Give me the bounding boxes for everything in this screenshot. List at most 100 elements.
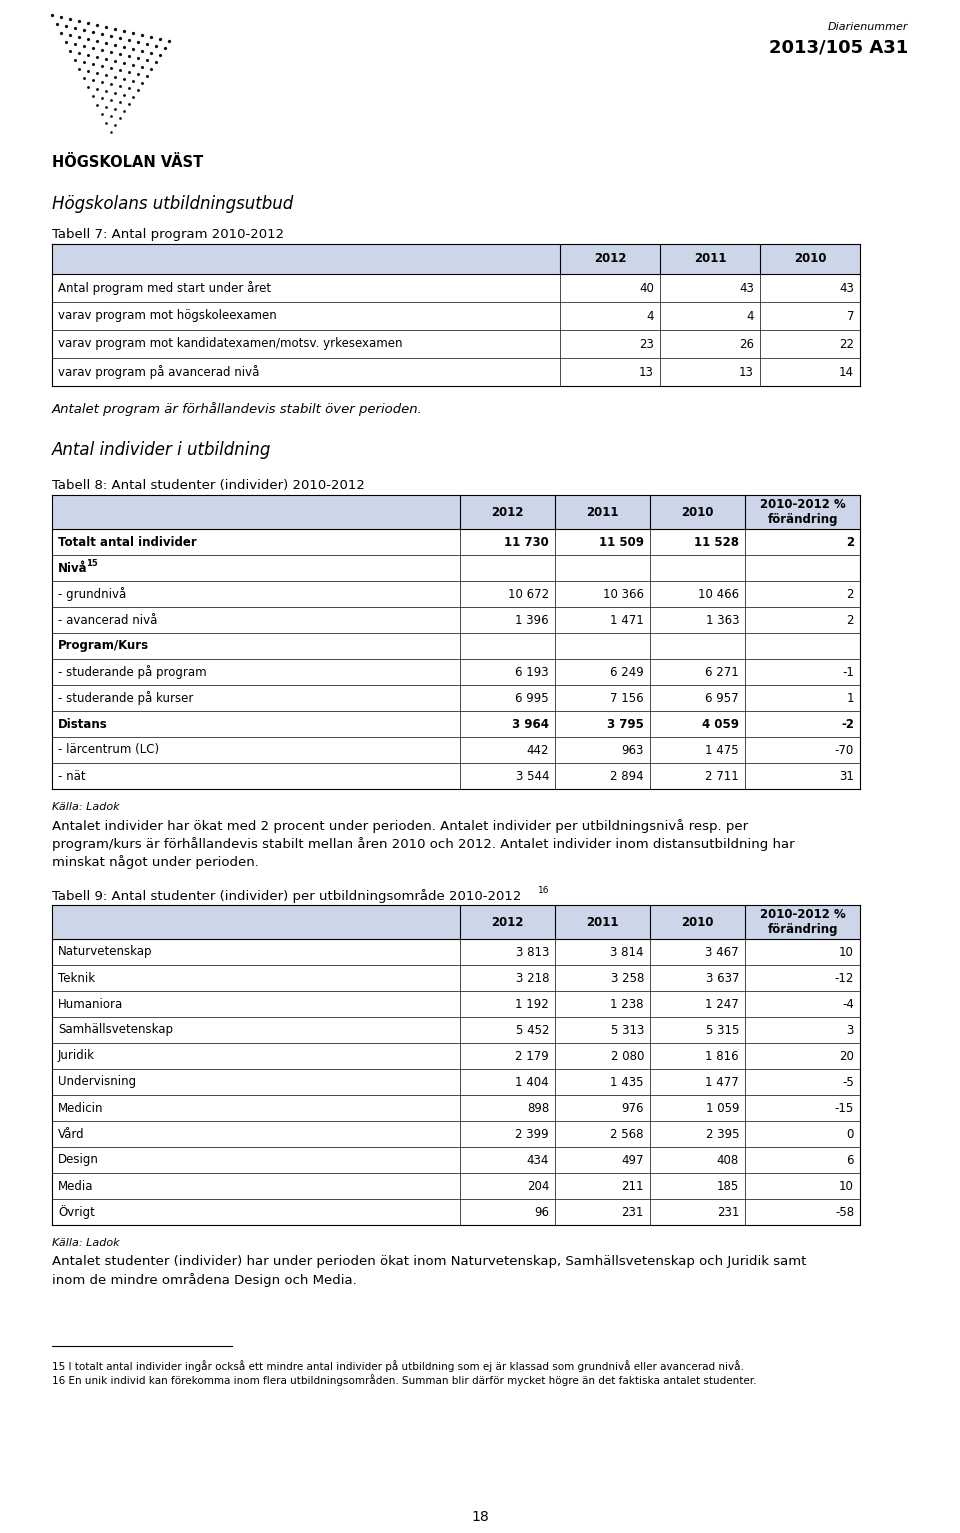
Text: 1 435: 1 435: [611, 1076, 644, 1088]
Text: Övrigt: Övrigt: [58, 1205, 95, 1219]
Text: 2010-2012 %
förändring: 2010-2012 % förändring: [759, 498, 846, 526]
Text: 16 En unik individ kan förekomma inom flera utbildningsområden. Summan blir därf: 16 En unik individ kan förekomma inom fl…: [52, 1374, 756, 1386]
Text: 1 477: 1 477: [706, 1076, 739, 1088]
Text: 1 471: 1 471: [611, 613, 644, 627]
Text: Juridik: Juridik: [58, 1050, 95, 1062]
Bar: [52, 359, 860, 386]
Text: 6 249: 6 249: [611, 665, 644, 679]
Text: 1 247: 1 247: [706, 998, 739, 1010]
Text: 1 059: 1 059: [706, 1102, 739, 1114]
Text: Tabell 7: Antal program 2010-2012: Tabell 7: Antal program 2010-2012: [52, 228, 284, 241]
Bar: [52, 990, 860, 1016]
Bar: [52, 659, 860, 685]
Bar: [52, 274, 860, 302]
Text: Tabell 8: Antal studenter (individer) 2010-2012: Tabell 8: Antal studenter (individer) 20…: [52, 478, 365, 492]
Text: 3 795: 3 795: [607, 717, 644, 731]
Text: Antal individer i utbildning: Antal individer i utbildning: [52, 442, 272, 458]
Text: 497: 497: [621, 1153, 644, 1167]
Text: 185: 185: [717, 1179, 739, 1193]
Text: Antalet individer har ökat med 2 procent under perioden. Antalet individer per u: Antalet individer har ökat med 2 procent…: [52, 819, 748, 832]
Text: 2012: 2012: [593, 253, 626, 265]
Text: varav program mot högskoleexamen: varav program mot högskoleexamen: [58, 310, 276, 322]
Text: - lärcentrum (LC): - lärcentrum (LC): [58, 744, 159, 756]
Text: 2 399: 2 399: [516, 1127, 549, 1141]
Text: varav program mot kandidatexamen/motsv. yrkesexamen: varav program mot kandidatexamen/motsv. …: [58, 337, 402, 351]
Text: 2 080: 2 080: [611, 1050, 644, 1062]
Text: - avancerad nivå: - avancerad nivå: [58, 613, 157, 627]
Text: 18: 18: [471, 1510, 489, 1524]
Text: varav program på avancerad nivå: varav program på avancerad nivå: [58, 365, 259, 379]
Text: 13: 13: [639, 365, 654, 379]
Text: Samhällsvetenskap: Samhällsvetenskap: [58, 1024, 173, 1036]
Text: 10: 10: [839, 946, 854, 958]
Bar: [52, 495, 860, 529]
Text: 3 218: 3 218: [516, 972, 549, 984]
Text: 2010-2012 %
förändring: 2010-2012 % förändring: [759, 908, 846, 937]
Text: 2010: 2010: [682, 506, 713, 518]
Text: 43: 43: [839, 282, 854, 294]
Bar: [52, 1069, 860, 1095]
Text: 2: 2: [847, 613, 854, 627]
Text: 15: 15: [86, 558, 98, 567]
Text: 22: 22: [839, 337, 854, 351]
Text: 2010: 2010: [794, 253, 827, 265]
Text: 6 271: 6 271: [706, 665, 739, 679]
Text: Totalt antal individer: Totalt antal individer: [58, 535, 197, 549]
Text: Naturvetenskap: Naturvetenskap: [58, 946, 153, 958]
Text: - grundnivå: - grundnivå: [58, 587, 127, 601]
Text: 4 059: 4 059: [702, 717, 739, 731]
Text: - nät: - nät: [58, 770, 85, 782]
Bar: [52, 555, 860, 581]
Text: 231: 231: [622, 1205, 644, 1219]
Text: -12: -12: [834, 972, 854, 984]
Text: 14: 14: [839, 365, 854, 379]
Text: 898: 898: [527, 1102, 549, 1114]
Text: 204: 204: [527, 1179, 549, 1193]
Text: -4: -4: [842, 998, 854, 1010]
Text: Antal program med start under året: Antal program med start under året: [58, 281, 271, 294]
Bar: [52, 763, 860, 789]
Text: minskat något under perioden.: minskat något under perioden.: [52, 855, 259, 869]
Text: 40: 40: [639, 282, 654, 294]
Text: inom de mindre områdena Design och Media.: inom de mindre områdena Design och Media…: [52, 1272, 357, 1288]
Bar: [52, 1173, 860, 1199]
Text: -2: -2: [841, 717, 854, 731]
Text: 2011: 2011: [694, 253, 727, 265]
Text: 2012: 2012: [492, 915, 524, 929]
Text: 2: 2: [847, 587, 854, 601]
Text: 0: 0: [847, 1127, 854, 1141]
Bar: [52, 581, 860, 607]
Text: Media: Media: [58, 1179, 93, 1193]
Text: Vård: Vård: [58, 1127, 84, 1141]
Text: 3 964: 3 964: [512, 717, 549, 731]
Text: Program/Kurs: Program/Kurs: [58, 639, 149, 653]
Bar: [52, 302, 860, 330]
Bar: [52, 1199, 860, 1225]
Text: 5 313: 5 313: [611, 1024, 644, 1036]
Bar: [52, 607, 860, 633]
Text: 231: 231: [716, 1205, 739, 1219]
Text: 3 814: 3 814: [611, 946, 644, 958]
Text: 2 711: 2 711: [706, 770, 739, 782]
Text: 13: 13: [739, 365, 754, 379]
Bar: [52, 685, 860, 711]
Bar: [52, 330, 860, 359]
Text: Teknik: Teknik: [58, 972, 95, 984]
Text: 3 258: 3 258: [611, 972, 644, 984]
Text: 2 894: 2 894: [611, 770, 644, 782]
Text: HÖGSKOLAN VÄST: HÖGSKOLAN VÄST: [52, 155, 204, 170]
Text: 976: 976: [621, 1102, 644, 1114]
Text: Källa: Ladok: Källa: Ladok: [52, 1239, 120, 1248]
Text: 6 995: 6 995: [516, 691, 549, 705]
Text: 434: 434: [527, 1153, 549, 1167]
Text: 4: 4: [646, 310, 654, 322]
Text: 1 816: 1 816: [706, 1050, 739, 1062]
Text: - studerande på program: - studerande på program: [58, 665, 206, 679]
Text: Högskolans utbildningsutbud: Högskolans utbildningsutbud: [52, 195, 293, 213]
Text: 2012: 2012: [492, 506, 524, 518]
Text: 3 467: 3 467: [706, 946, 739, 958]
Text: 11 528: 11 528: [694, 535, 739, 549]
Text: Design: Design: [58, 1153, 99, 1167]
Text: -70: -70: [835, 744, 854, 756]
Bar: [52, 1147, 860, 1173]
